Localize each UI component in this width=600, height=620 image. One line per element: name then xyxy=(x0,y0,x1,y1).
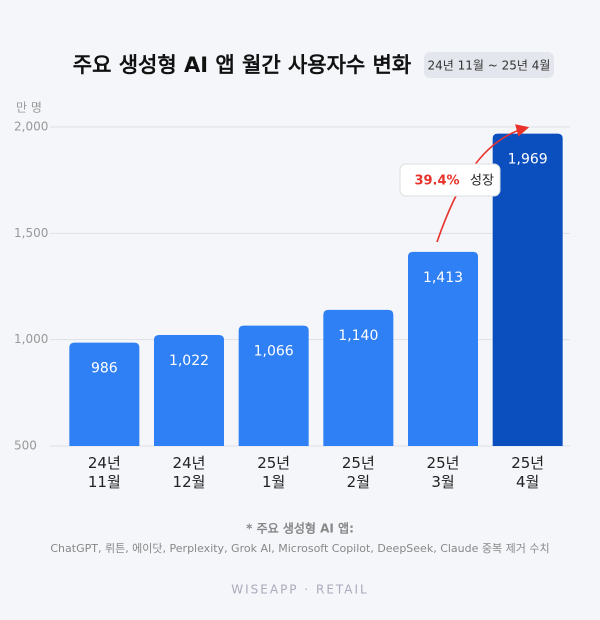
y-tick-label: 1,500 xyxy=(14,226,48,240)
footnote-title: * 주요 생성형 AI 앱: xyxy=(246,521,354,536)
bar xyxy=(492,133,563,447)
x-tick-label: 25년 3월 xyxy=(426,454,460,491)
value-label: 1,413 xyxy=(423,270,463,286)
bar xyxy=(408,251,478,446)
bar xyxy=(238,325,309,446)
annotation-box xyxy=(399,163,501,197)
x-tick-label: 25년 4월 xyxy=(511,454,545,491)
chart-title: 주요 생성형 AI 앱 월간 사용자수 변화 xyxy=(73,53,412,77)
annotation-growth: 39.4% xyxy=(414,174,459,189)
value-label: 1,066 xyxy=(254,344,294,360)
brand: WISEAPP · RETAIL xyxy=(231,583,368,597)
value-label: 1,022 xyxy=(169,353,209,369)
value-label: 986 xyxy=(91,361,118,377)
value-label: 1,140 xyxy=(338,328,378,344)
y-unit: 만 명 xyxy=(16,101,42,115)
subtitle-badge xyxy=(424,52,554,78)
annotation-text: 성장 xyxy=(470,174,494,189)
bar xyxy=(323,309,394,446)
y-tick-label: 1,000 xyxy=(14,332,48,346)
x-tick-label: 24년 12월 xyxy=(172,454,206,491)
y-tick-label: 500 xyxy=(14,439,37,453)
y-tick-label: 2,000 xyxy=(14,120,48,134)
x-tick-label: 24년 11월 xyxy=(87,454,121,491)
value-label: 1,969 xyxy=(508,152,548,168)
bar xyxy=(69,342,140,446)
bar xyxy=(154,334,224,446)
x-tick-label: 25년 2월 xyxy=(341,454,375,491)
footnote: ChatGPT, 뤼튼, 에이닷, Perplexity, Grok AI, M… xyxy=(50,542,549,555)
chart-subtitle: 24년 11월 ~ 25년 4월 xyxy=(428,59,551,73)
x-tick-label: 25년 1월 xyxy=(257,454,291,491)
